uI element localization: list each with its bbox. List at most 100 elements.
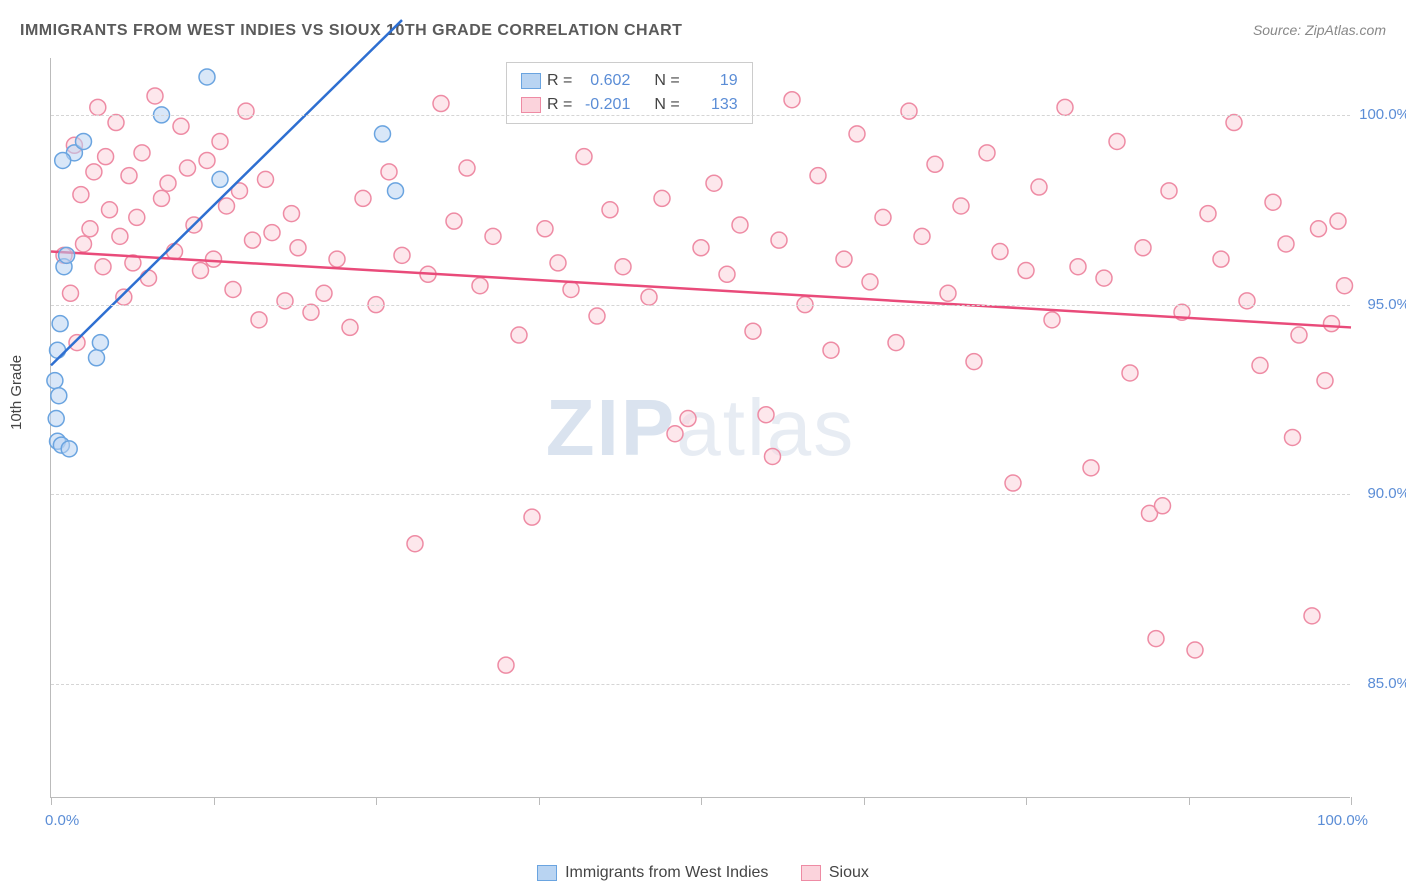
point-sioux xyxy=(102,202,118,218)
n-value-west-indies: 19 xyxy=(686,72,738,90)
point-sioux xyxy=(251,312,267,328)
xtick-label-end: 100.0% xyxy=(1317,812,1368,829)
point-sioux xyxy=(225,281,241,297)
point-west-indies xyxy=(47,373,63,389)
point-west-indies xyxy=(89,350,105,366)
point-sioux xyxy=(1291,327,1307,343)
point-sioux xyxy=(199,152,215,168)
point-sioux xyxy=(667,426,683,442)
point-sioux xyxy=(193,263,209,279)
point-sioux xyxy=(1148,631,1164,647)
ytick-label: 100.0% xyxy=(1359,106,1406,123)
ytick-label: 95.0% xyxy=(1367,296,1406,313)
point-sioux xyxy=(498,657,514,673)
point-sioux xyxy=(112,228,128,244)
point-sioux xyxy=(810,168,826,184)
point-sioux xyxy=(147,88,163,104)
point-sioux xyxy=(290,240,306,256)
point-sioux xyxy=(98,149,114,165)
point-sioux xyxy=(86,164,102,180)
point-sioux xyxy=(511,327,527,343)
xtick xyxy=(1026,797,1027,805)
point-sioux xyxy=(472,278,488,294)
point-sioux xyxy=(1057,99,1073,115)
point-sioux xyxy=(589,308,605,324)
point-sioux xyxy=(63,285,79,301)
n-value-sioux: 133 xyxy=(686,96,738,114)
point-west-indies xyxy=(51,388,67,404)
point-sioux xyxy=(771,232,787,248)
series-legend: Immigrants from West Indies Sioux xyxy=(0,864,1406,886)
gridline xyxy=(51,305,1350,306)
point-sioux xyxy=(1083,460,1099,476)
point-sioux xyxy=(1161,183,1177,199)
point-sioux xyxy=(1070,259,1086,275)
xtick xyxy=(376,797,377,805)
point-sioux xyxy=(940,285,956,301)
swatch-west-indies-icon xyxy=(537,865,557,881)
point-sioux xyxy=(329,251,345,267)
point-sioux xyxy=(888,335,904,351)
point-west-indies xyxy=(199,69,215,85)
point-sioux xyxy=(1155,498,1171,514)
point-sioux xyxy=(1252,357,1268,373)
gridline xyxy=(51,115,1350,116)
point-sioux xyxy=(966,354,982,370)
legend-row-west-indies: R = 0.602 N = 19 xyxy=(521,69,738,93)
point-sioux xyxy=(1330,213,1346,229)
swatch-west-indies xyxy=(521,73,541,89)
xtick xyxy=(864,797,865,805)
xtick xyxy=(539,797,540,805)
xtick-label-start: 0.0% xyxy=(45,812,79,829)
swatch-sioux xyxy=(521,97,541,113)
point-sioux xyxy=(134,145,150,161)
point-sioux xyxy=(316,285,332,301)
point-sioux xyxy=(355,190,371,206)
point-sioux xyxy=(69,335,85,351)
point-west-indies xyxy=(59,247,75,263)
point-sioux xyxy=(284,206,300,222)
point-sioux xyxy=(1200,206,1216,222)
point-sioux xyxy=(433,96,449,112)
point-sioux xyxy=(206,251,222,267)
r-value-sioux: -0.201 xyxy=(578,96,630,114)
point-sioux xyxy=(446,213,462,229)
point-sioux xyxy=(680,411,696,427)
point-sioux xyxy=(258,171,274,187)
point-sioux xyxy=(823,342,839,358)
n-label: N = xyxy=(654,72,679,90)
r-label: R = xyxy=(547,72,572,90)
point-sioux xyxy=(1226,115,1242,131)
ytick-label: 90.0% xyxy=(1367,485,1406,502)
point-sioux xyxy=(992,244,1008,260)
point-west-indies xyxy=(52,316,68,332)
y-axis-label: 10th Grade xyxy=(8,355,25,430)
n-label: N = xyxy=(654,96,679,114)
legend-label-west-indies: Immigrants from West Indies xyxy=(565,864,768,882)
point-west-indies xyxy=(388,183,404,199)
point-sioux xyxy=(1278,236,1294,252)
swatch-sioux-icon xyxy=(801,865,821,881)
point-sioux xyxy=(167,244,183,260)
xtick xyxy=(214,797,215,805)
point-sioux xyxy=(1135,240,1151,256)
point-sioux xyxy=(407,536,423,552)
point-sioux xyxy=(95,259,111,275)
point-west-indies xyxy=(375,126,391,142)
point-sioux xyxy=(1096,270,1112,286)
point-sioux xyxy=(901,103,917,119)
point-sioux xyxy=(394,247,410,263)
point-sioux xyxy=(537,221,553,237)
trendline-sioux xyxy=(51,252,1351,328)
gridline xyxy=(51,684,1350,685)
point-sioux xyxy=(654,190,670,206)
point-sioux xyxy=(342,319,358,335)
legend-item-west-indies: Immigrants from West Indies xyxy=(537,864,768,882)
legend-label-sioux: Sioux xyxy=(829,864,869,882)
xtick xyxy=(1189,797,1190,805)
chart-title: IMMIGRANTS FROM WEST INDIES VS SIOUX 10T… xyxy=(20,22,682,40)
point-west-indies xyxy=(212,171,228,187)
point-sioux xyxy=(693,240,709,256)
point-sioux xyxy=(1311,221,1327,237)
point-sioux xyxy=(875,209,891,225)
